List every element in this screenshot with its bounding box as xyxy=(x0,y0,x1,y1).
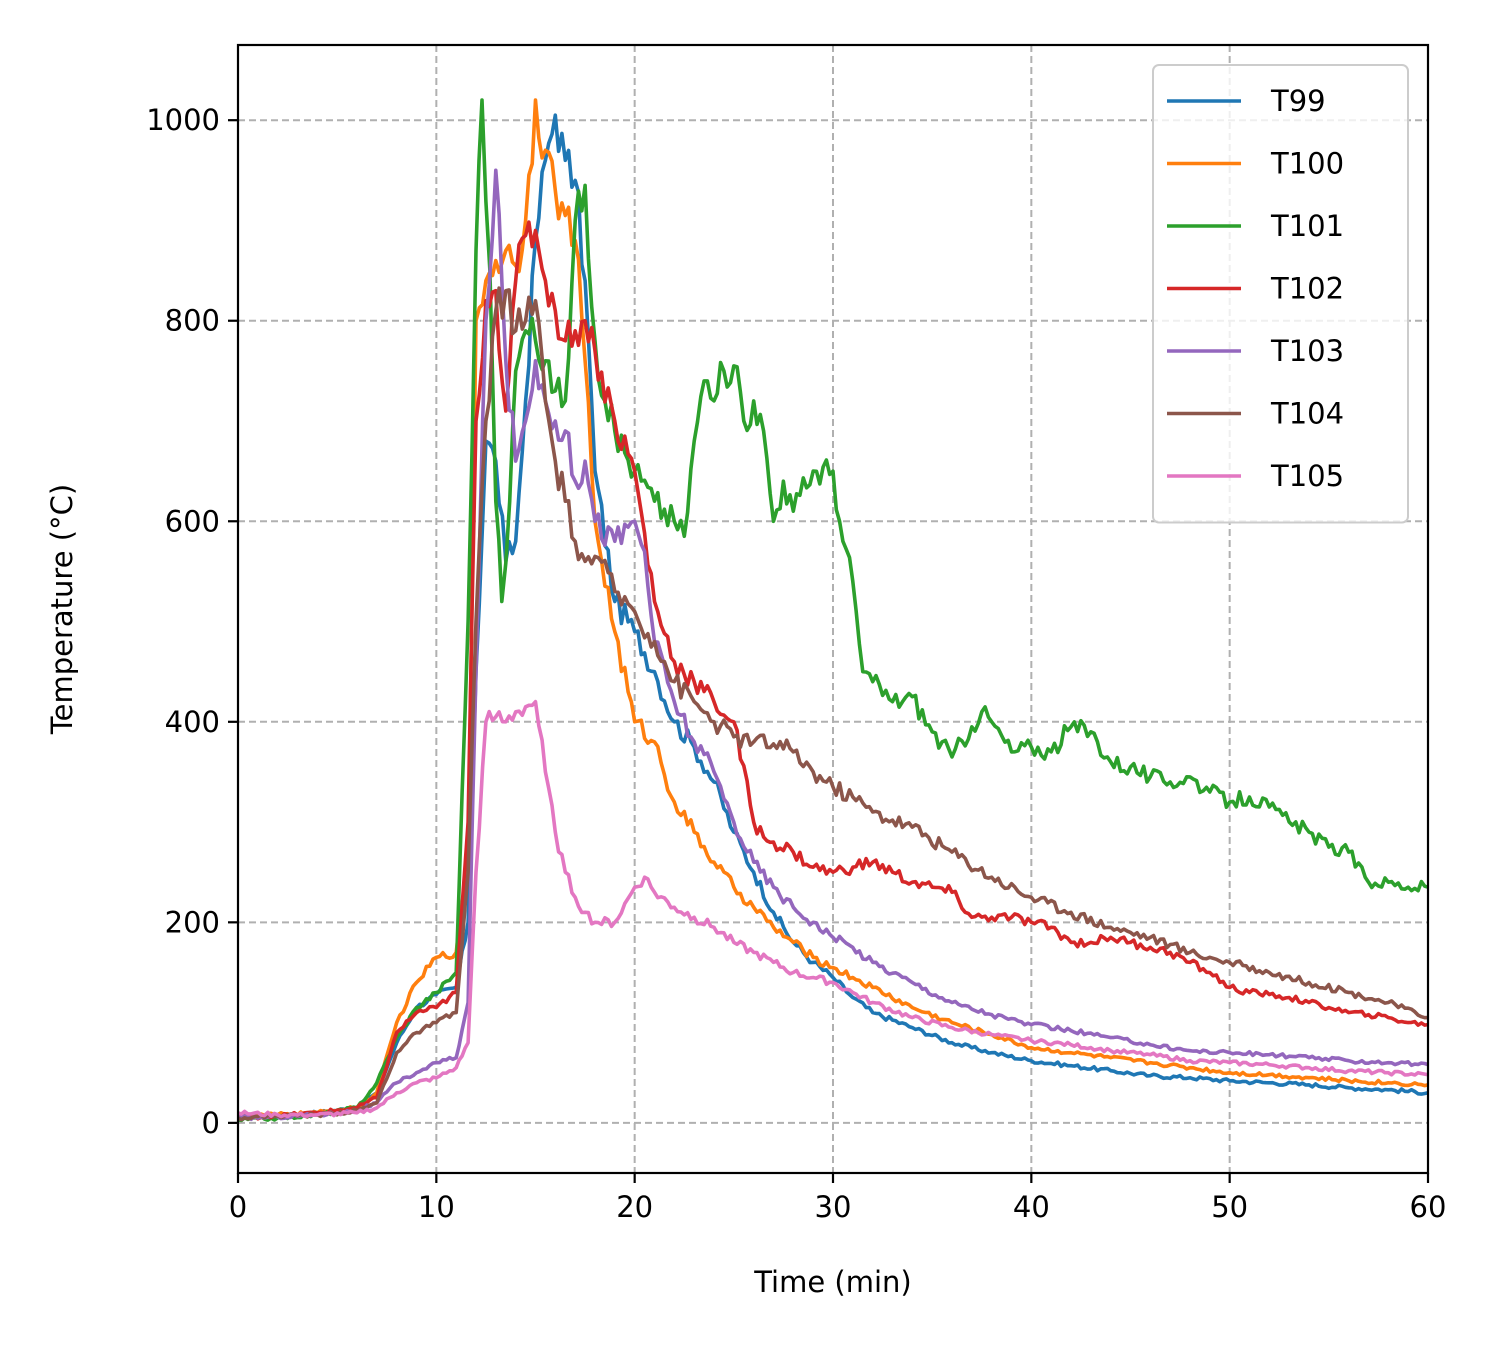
series-line-t105 xyxy=(238,699,1428,1119)
legend-label-t101: T101 xyxy=(1270,209,1344,243)
y-tick-label-200: 200 xyxy=(165,905,220,939)
x-axis-title: Time (min) xyxy=(753,1265,912,1299)
y-tick-label-600: 600 xyxy=(165,504,220,538)
x-tick-label-20: 20 xyxy=(616,1190,653,1224)
legend: T99 T100 T101 T102 T103 T104 T105 xyxy=(1152,64,1409,524)
legend-label-t105: T105 xyxy=(1270,459,1344,493)
legend-label-t104: T104 xyxy=(1270,397,1344,431)
x-tick-label-40: 40 xyxy=(1013,1190,1050,1224)
series-line-t102 xyxy=(238,220,1428,1121)
legend-label-t100: T100 xyxy=(1270,147,1344,181)
x-tick-label-60: 60 xyxy=(1410,1190,1447,1224)
x-tick-label-10: 10 xyxy=(418,1190,455,1224)
series-line-t101 xyxy=(238,98,1428,1123)
x-tick-label-50: 50 xyxy=(1211,1190,1248,1224)
series-line-t99 xyxy=(238,113,1428,1121)
y-tick-label-1000: 1000 xyxy=(146,103,220,137)
series-layer xyxy=(238,98,1428,1123)
legend-label-t103: T103 xyxy=(1270,334,1344,368)
y-tick-label-400: 400 xyxy=(165,705,220,739)
series-line-t104 xyxy=(238,286,1428,1122)
series-line-t103 xyxy=(238,168,1428,1122)
y-tick-label-800: 800 xyxy=(165,304,220,338)
y-axis-title: Temperature (°C) xyxy=(45,484,79,735)
x-tick-label-30: 30 xyxy=(815,1190,852,1224)
series-line-t100 xyxy=(238,98,1428,1119)
legend-box xyxy=(1152,64,1409,524)
y-tick-label-0: 0 xyxy=(202,1106,220,1140)
legend-label-t102: T102 xyxy=(1270,272,1344,306)
legend-label-t99: T99 xyxy=(1270,84,1326,118)
x-tick-label-0: 0 xyxy=(229,1190,247,1224)
